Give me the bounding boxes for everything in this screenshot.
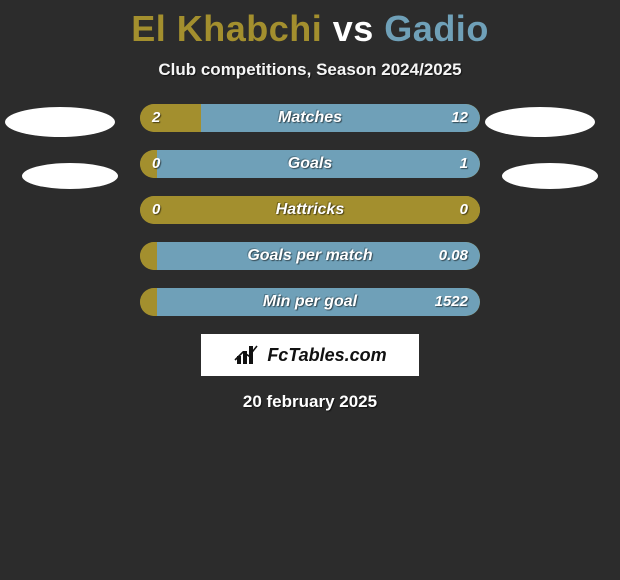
bar-list: 212Matches 01Goals 00Hattricks 0.08Goals pe… [140,104,480,316]
footer-date: 20 february 2025 [0,392,620,412]
barchart-icon [233,344,261,366]
subtitle: Club competitions, Season 2024/2025 [0,60,620,80]
stat-row: 0.08Goals per match [140,242,480,270]
player2-name: Gadio [384,8,489,49]
comparison-infographic: El Khabchi vs Gadio Club competitions, S… [0,0,620,580]
stat-label: Min per goal [140,288,480,316]
decorative-oval [485,107,595,137]
stat-row: 212Matches [140,104,480,132]
player1-name: El Khabchi [131,8,322,49]
stat-row: 00Hattricks [140,196,480,224]
logo-text: FcTables.com [267,345,386,366]
decorative-oval [22,163,118,189]
stat-row: 1522Min per goal [140,288,480,316]
page-title: El Khabchi vs Gadio [0,0,620,50]
title-vs: vs [333,8,374,49]
decorative-oval [5,107,115,137]
attribution-logo: FcTables.com [201,334,419,376]
stat-label: Goals [140,150,480,178]
stat-row: 01Goals [140,150,480,178]
stat-label: Matches [140,104,480,132]
comparison-chart: 212Matches 01Goals 00Hattricks 0.08Goals pe… [0,104,620,316]
decorative-oval [502,163,598,189]
stat-label: Hattricks [140,196,480,224]
stat-label: Goals per match [140,242,480,270]
